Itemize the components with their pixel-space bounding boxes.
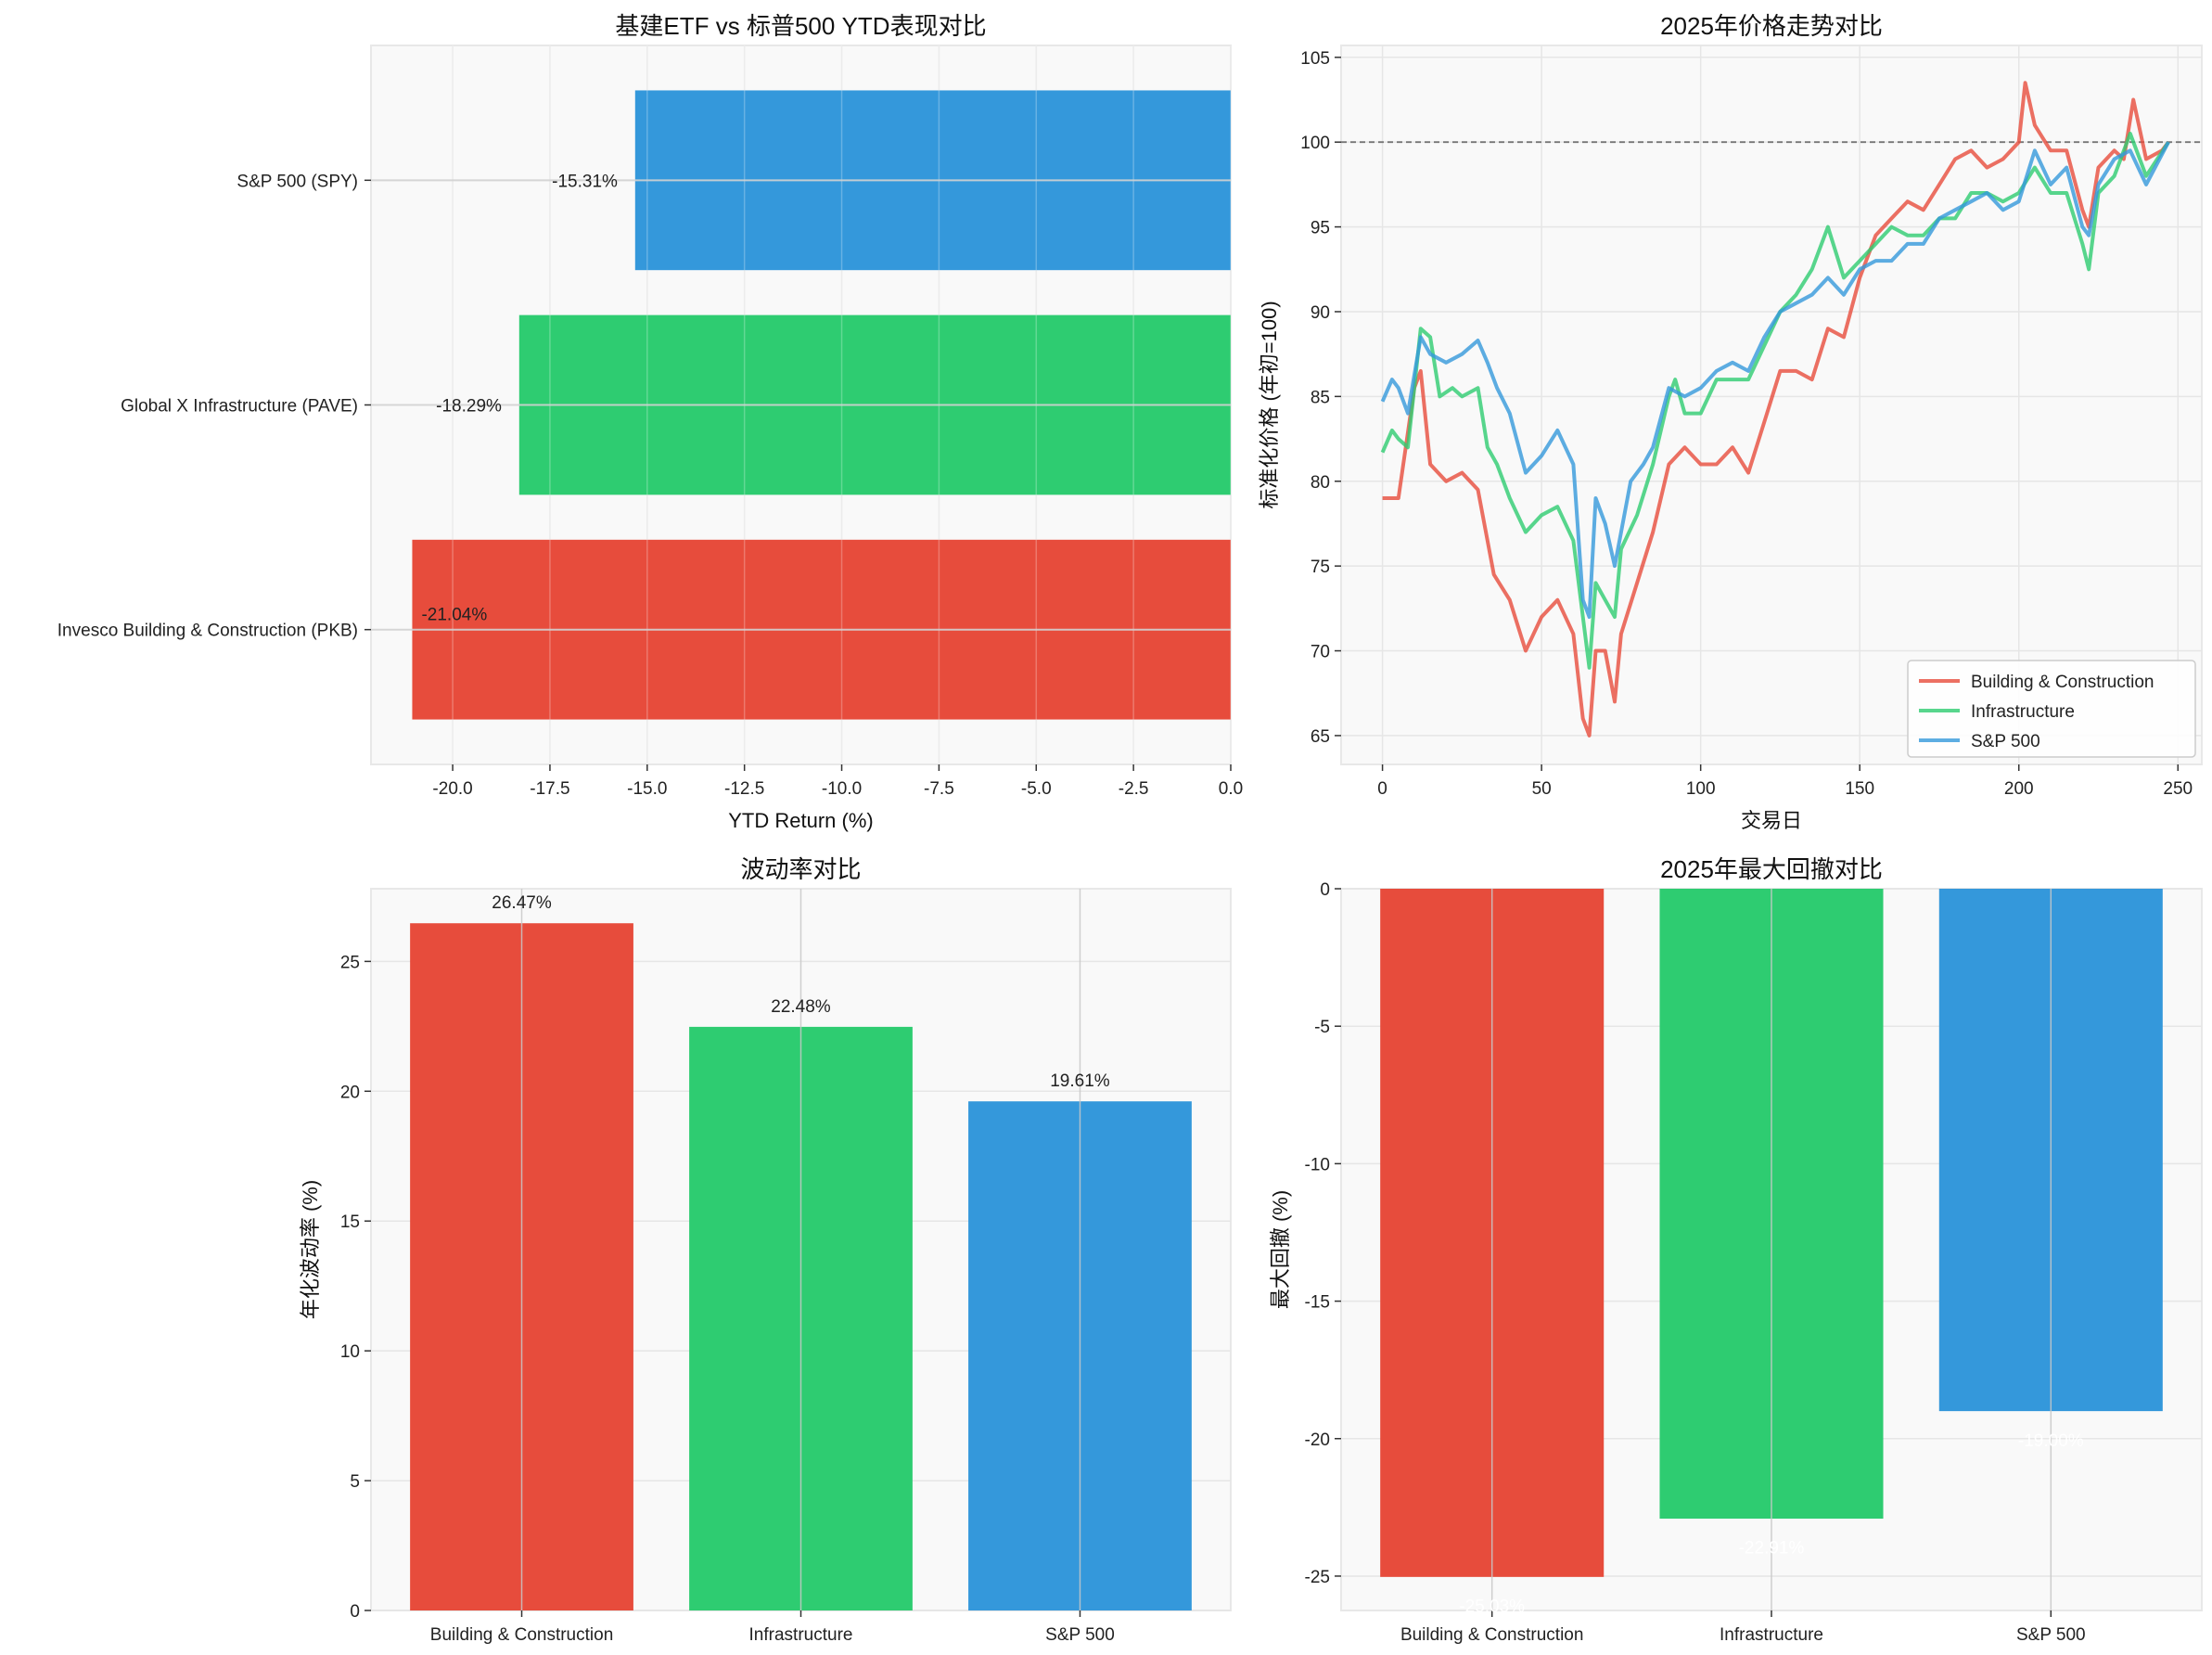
x-tick-label: 50 [1532, 779, 1552, 799]
y-tick-label: -10 [1305, 1155, 1330, 1174]
x-tick-label: -20.0 [432, 779, 472, 799]
y-tick-label: 70 [1311, 643, 1330, 662]
chart-title: 2025年价格走势对比 [1660, 12, 1883, 40]
y-tick-label: -15 [1305, 1293, 1330, 1313]
y-axis-label: 年化波动率 (%) [299, 1180, 322, 1319]
x-tick-label: -17.5 [530, 779, 569, 799]
x-tick-label: 0.0 [1219, 779, 1243, 799]
x-tick-label: -10.0 [822, 779, 862, 799]
bar-value-label: -19.00% [2018, 1431, 2084, 1451]
x-axis-label: YTD Return (%) [728, 809, 873, 832]
series-line-s-p-500 [1380, 141, 2170, 619]
y-tick-label: -25 [1305, 1568, 1330, 1587]
y-tick-label: -20 [1305, 1430, 1330, 1450]
y-tick-label: 20 [340, 1083, 360, 1102]
y-tick-label: 25 [340, 953, 360, 972]
x-tick-label: -15.0 [627, 779, 667, 799]
y-tick-label: 95 [1311, 219, 1330, 238]
x-tick-label: -12.5 [724, 779, 764, 799]
x-tick-label: Building & Construction [430, 1625, 614, 1645]
bar-value-label: -15.31% [552, 172, 618, 191]
y-tick-label: S&P 500 (SPY) [237, 172, 358, 191]
legend-label: Infrastructure [1971, 702, 2075, 722]
subplot-3: 波动率对比 0 5 10 15 20 25 Building & Construction 26… [299, 855, 1232, 1645]
bar-value-label: 19.61% [1050, 1071, 1110, 1091]
subplot-2: 2025年价格走势对比 0 50 100 150 200 250 65 70 75 80 85 90 95… [1258, 12, 2203, 832]
series-line-building-construction [1382, 81, 2170, 738]
legend-box [1907, 660, 2196, 758]
subplot-4: 2025年最大回撤对比 0 -5 -10 -15 -20 -25 Building & Con… [1269, 855, 2203, 1645]
bar-value-label: -25.03% [1459, 1597, 1525, 1616]
chart-title: 波动率对比 [740, 855, 861, 883]
y-tick-label: 65 [1311, 727, 1330, 747]
x-tick-label: Infrastructure [1720, 1625, 1823, 1645]
x-tick-label: 100 [1686, 779, 1716, 799]
x-tick-label: S&P 500 [1045, 1625, 1115, 1645]
y-tick-label: 75 [1311, 558, 1330, 577]
bar-value-label: 22.48% [771, 997, 831, 1017]
y-tick-label: 90 [1311, 303, 1330, 323]
y-tick-label: -5 [1314, 1018, 1330, 1037]
y-tick-label: 10 [340, 1342, 360, 1362]
y-tick-label: 0 [1320, 880, 1330, 900]
y-tick-label: 15 [340, 1212, 360, 1232]
y-axis-label: 标准化价格 (年初=100) [1258, 301, 1281, 508]
x-tick-label: 150 [1845, 779, 1874, 799]
x-tick-label: 250 [2163, 779, 2193, 799]
chart-title: 基建ETF vs 标普500 YTD表现对比 [615, 12, 986, 40]
y-tick-label: 105 [1300, 49, 1330, 69]
legend-label: S&P 500 [1971, 732, 2040, 751]
x-tick-label: Infrastructure [749, 1625, 853, 1645]
bar-value-label: 26.47% [492, 893, 552, 913]
x-tick-label: 0 [1377, 779, 1387, 799]
y-tick-label: 0 [350, 1602, 360, 1622]
y-tick-label: Global X Infrastructure (PAVE) [121, 397, 358, 417]
subplot-1: 基建ETF vs 标普500 YTD表现对比 -20.0 -17.5 -15.0 -12… [58, 12, 1243, 832]
bar-value-label: -18.29% [436, 397, 502, 417]
y-tick-label: 5 [350, 1472, 360, 1492]
legend-label: Building & Construction [1971, 673, 2154, 692]
x-tick-label: Building & Construction [1400, 1625, 1584, 1645]
x-axis-label: 交易日 [1741, 809, 1802, 832]
y-tick-label: Invesco Building & Construction (PKB) [58, 622, 358, 641]
bar-value-label: -21.04% [421, 606, 487, 625]
y-tick-label: 85 [1311, 388, 1330, 407]
chart-title: 2025年最大回撤对比 [1660, 855, 1883, 883]
legend: Building & Construction Infrastructure S&P… [1907, 660, 2196, 758]
x-tick-label: S&P 500 [2016, 1625, 2086, 1645]
x-tick-label: -7.5 [924, 779, 954, 799]
y-axis-label: 最大回撤 (%) [1269, 1190, 1292, 1309]
x-tick-label: -2.5 [1119, 779, 1149, 799]
x-tick-label: 200 [2004, 779, 2034, 799]
y-tick-label: 100 [1300, 134, 1330, 153]
y-tick-label: 80 [1311, 473, 1330, 493]
bar-value-label: -22.91% [1739, 1539, 1805, 1559]
x-tick-label: -5.0 [1021, 779, 1052, 799]
